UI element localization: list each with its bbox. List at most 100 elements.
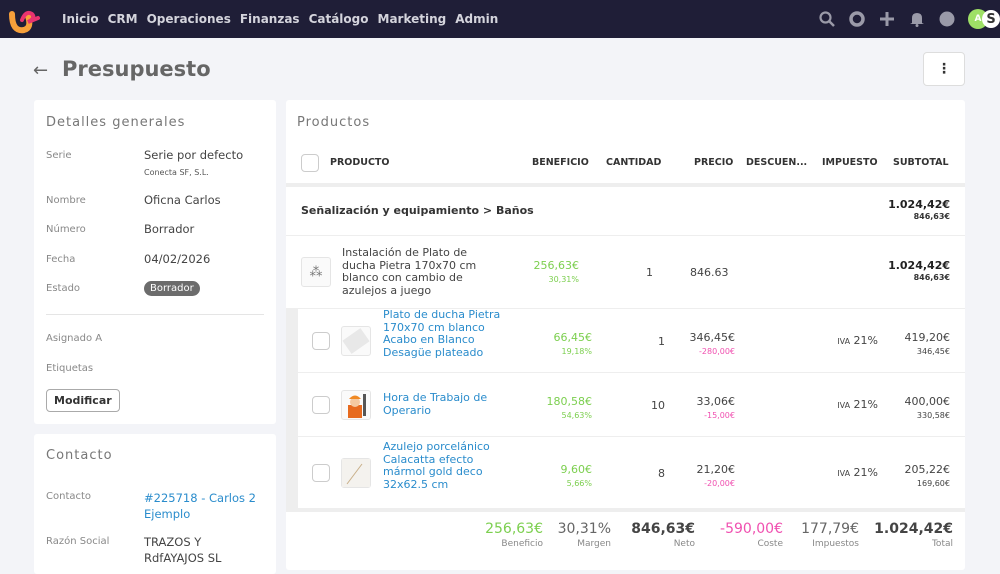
fecha-value: 04/02/2026: [144, 252, 211, 266]
product-thumbnail: [341, 458, 371, 488]
child-item-row[interactable]: Hora de Trabajo de Operario 180,58€ 54,63…: [298, 372, 965, 436]
contact-card: Contacto Contacto #225718 - Carlos 2 Eje…: [34, 434, 276, 574]
child-indent-bar: [286, 308, 298, 508]
item-benefit: 180,58€: [546, 395, 593, 408]
tax-rate: 21%: [853, 466, 878, 479]
details-title: Detalles generales: [46, 115, 186, 130]
total-total: 1.024,42€ Total: [874, 521, 953, 549]
contact-link[interactable]: #225718 - Carlos 2 Ejemplo: [144, 491, 256, 521]
col-producto[interactable]: PRODUCTO: [330, 157, 390, 168]
total-label: Total: [931, 539, 953, 549]
top-nav: Inicio CRM Operaciones Finanzas Catálogo…: [0, 0, 1000, 38]
item-checkbox[interactable]: [312, 332, 330, 350]
item-total: 400,00€: [904, 395, 951, 408]
item-margin: 54,63%: [561, 411, 592, 420]
item-net: 169,60€: [916, 479, 950, 488]
company-avatar[interactable]: S: [982, 10, 1000, 28]
nav-finanzas[interactable]: Finanzas: [239, 12, 300, 26]
status-badge: Borrador: [144, 281, 200, 296]
total-value: 256,63€: [485, 521, 543, 537]
item-qty: 10: [651, 399, 665, 412]
total-value: 846,63€: [631, 521, 695, 537]
razon-label: Razón Social: [46, 536, 110, 547]
company-value: Conecta SF, S.L.: [144, 168, 209, 177]
item-benefit: 9,60€: [560, 463, 593, 476]
tax-label: IVA: [837, 469, 851, 478]
col-subtotal[interactable]: SUBTOTAL: [893, 157, 949, 168]
item-price: 21,20€: [696, 463, 736, 476]
more-options-button[interactable]: ⋮: [923, 52, 965, 86]
total-label: Margen: [577, 539, 611, 549]
nombre-value: Oficna Carlos: [144, 193, 221, 207]
group-net: 846,63€: [913, 212, 950, 221]
item-margin: 30,31%: [548, 275, 579, 284]
item-total: 205,22€: [904, 463, 951, 476]
item-qty: 1: [658, 335, 665, 348]
app-logo[interactable]: [8, 6, 40, 34]
nav-marketing[interactable]: Marketing: [377, 12, 447, 26]
col-impuesto[interactable]: IMPUESTO: [822, 157, 878, 168]
nav-catalogo[interactable]: Catálogo: [308, 12, 369, 26]
status-circle-icon[interactable]: [932, 0, 962, 38]
nav-crm[interactable]: CRM: [107, 12, 138, 26]
total-value: 1.024,42€: [874, 521, 953, 537]
item-name-link[interactable]: Azulejo porcelánico Calacatta efecto már…: [383, 440, 490, 491]
col-precio[interactable]: PRECIO: [694, 157, 734, 168]
search-icon[interactable]: [812, 0, 842, 38]
details-card: Detalles generales Serie Serie por defec…: [34, 100, 276, 424]
item-checkbox[interactable]: [312, 464, 330, 482]
item-price: 346,45€: [689, 331, 736, 344]
asignado-label: Asignado A: [46, 333, 103, 344]
item-margin: 5,66%: [566, 479, 592, 488]
item-name-link[interactable]: Hora de Trabajo de Operario: [383, 391, 488, 417]
item-checkbox[interactable]: [312, 396, 330, 414]
item-name-link[interactable]: Plato de ducha Pietra 170x70 cm blanco A…: [383, 308, 501, 359]
razon-value: TRAZOS Y RdfAYAJOS SL: [144, 535, 222, 565]
col-beneficio[interactable]: BENEFICIO: [532, 157, 589, 168]
item-total: 419,20€: [904, 331, 951, 344]
total-label: Impuestos: [812, 539, 859, 549]
item-cost: -20,00€: [704, 479, 735, 488]
col-descuento[interactable]: DESCUEN...: [746, 157, 808, 168]
item-benefit: 256,63€: [533, 259, 580, 272]
product-thumbnail: [341, 390, 371, 420]
total-neto: 846,63€ Neto: [631, 521, 695, 549]
total-margen: 30,31% Margen: [558, 521, 611, 549]
item-price: 846.63: [690, 266, 729, 279]
group-name: Señalización y equipamiento > Baños: [301, 204, 534, 217]
item-qty: 8: [658, 467, 665, 480]
divider: [46, 314, 264, 315]
child-item-row[interactable]: Plato de ducha Pietra 170x70 cm blanco A…: [298, 308, 965, 372]
tax-rate: 21%: [853, 398, 878, 411]
item-net: 330,58€: [916, 411, 950, 420]
fecha-label: Fecha: [46, 254, 76, 265]
group-row[interactable]: Señalización y equipamiento > Baños 1.02…: [286, 183, 965, 235]
total-label: Beneficio: [501, 539, 543, 549]
child-item-row[interactable]: Azulejo porcelánico Calacatta efecto már…: [298, 436, 965, 508]
group-total: 1.024,42€: [888, 198, 950, 211]
contact-title: Contacto: [46, 448, 113, 463]
plus-icon[interactable]: [872, 0, 902, 38]
parent-item-row[interactable]: ⁂ Instalación de Plato de ducha Pietra 1…: [286, 235, 965, 308]
nav-inicio[interactable]: Inicio: [62, 12, 99, 26]
estado-label: Estado: [46, 283, 81, 294]
item-net: 346,45€: [916, 347, 950, 356]
bell-icon[interactable]: [902, 0, 932, 38]
nav-operaciones[interactable]: Operaciones: [146, 12, 231, 26]
item-name: Instalación de Plato de ducha Pietra 170…: [342, 246, 477, 297]
modify-button[interactable]: Modificar: [46, 389, 120, 412]
back-arrow-icon[interactable]: ←: [33, 60, 49, 81]
numero-label: Número: [46, 224, 86, 235]
total-label: Coste: [757, 539, 783, 549]
total-value: 177,79€: [801, 521, 859, 537]
serie-label: Serie: [46, 150, 72, 161]
help-lifebuoy-icon[interactable]: [842, 0, 872, 38]
numero-value: Borrador: [144, 222, 195, 236]
select-all-checkbox[interactable]: [301, 154, 319, 172]
total-label: Neto: [673, 539, 695, 549]
col-cantidad[interactable]: CANTIDAD: [606, 157, 662, 168]
item-qty: 1: [646, 266, 653, 279]
total-beneficio: 256,63€ Beneficio: [485, 521, 543, 549]
nombre-label: Nombre: [46, 195, 86, 206]
nav-admin[interactable]: Admin: [455, 12, 499, 26]
